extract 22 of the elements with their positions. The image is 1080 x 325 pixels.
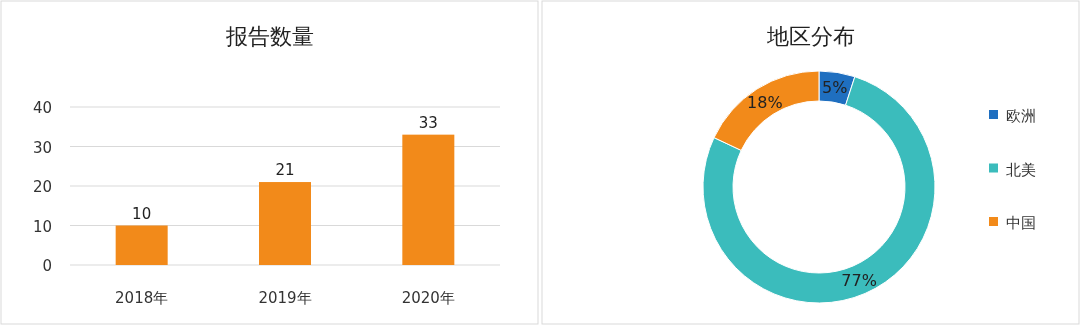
bar xyxy=(259,182,311,265)
y-tick-label: 10 xyxy=(32,217,52,236)
data-label: 5% xyxy=(822,78,848,98)
bar xyxy=(115,225,168,265)
legend-label: 中国 xyxy=(1006,214,1036,232)
x-tick-label: 2019年 xyxy=(258,289,312,307)
y-tick-label: 30 xyxy=(32,138,52,157)
y-tick-label: 40 xyxy=(32,99,52,117)
chart-title: 报告数量 xyxy=(224,24,314,49)
y-tick-label: 20 xyxy=(32,178,52,196)
data-label: 77% xyxy=(841,270,877,290)
data-label: 10 xyxy=(132,204,152,223)
data-label: 33 xyxy=(418,113,438,132)
data-label: 21 xyxy=(275,161,295,180)
x-tick-label: 2020年 xyxy=(401,289,455,307)
y-tick-label: 0 xyxy=(42,257,52,275)
bar xyxy=(402,134,455,265)
x-tick-label: 2018年 xyxy=(115,289,169,307)
legend-label: 北美 xyxy=(1006,160,1036,179)
data-label: 18% xyxy=(747,92,783,112)
legend-label: 欧洲 xyxy=(1006,107,1036,125)
chart-title: 地区分布 xyxy=(765,24,855,49)
